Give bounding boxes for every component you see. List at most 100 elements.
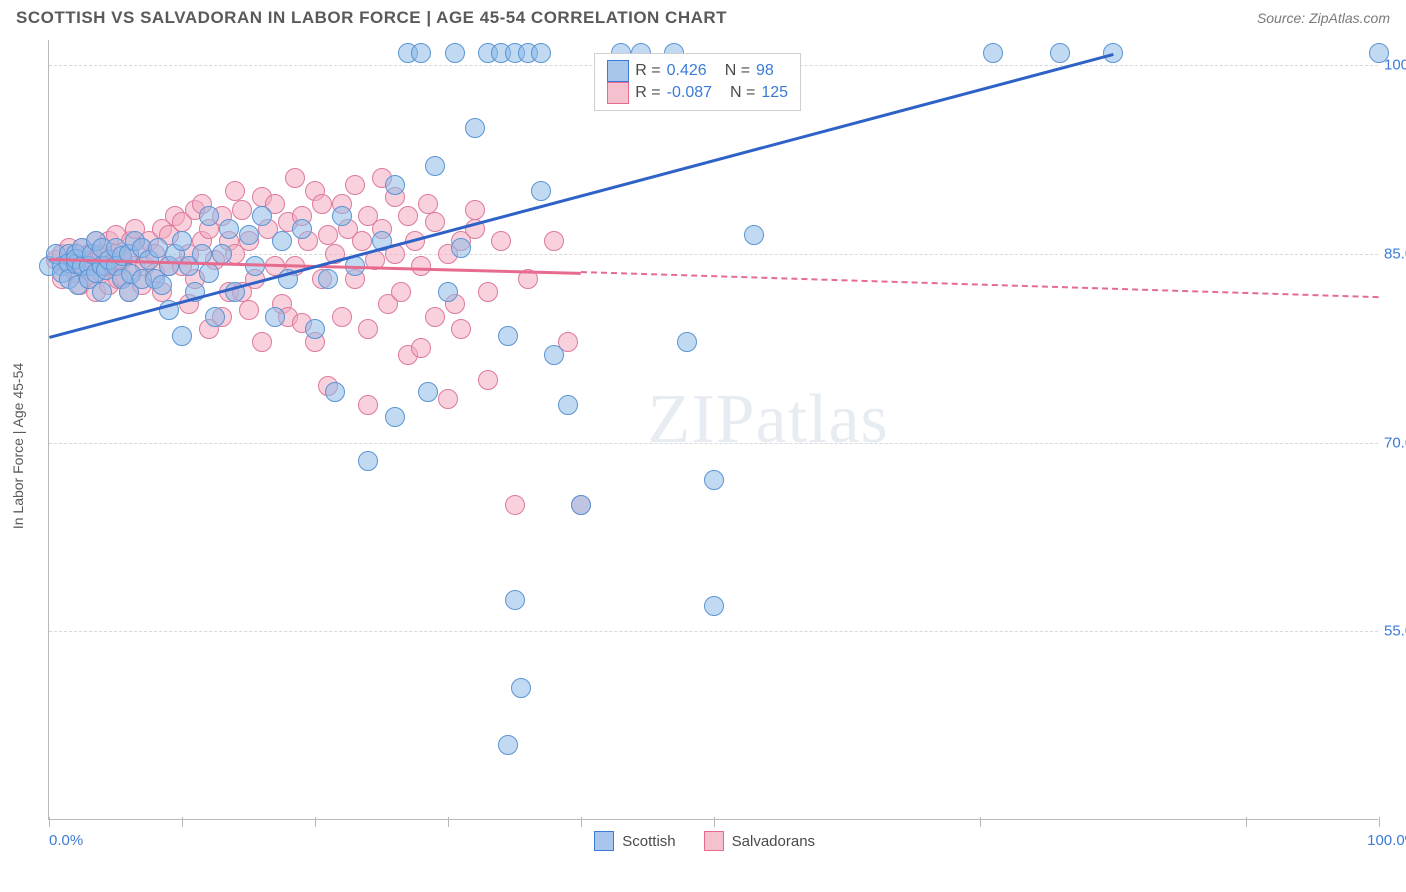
data-point-scottish — [239, 225, 259, 245]
n-value: 98 — [756, 62, 774, 80]
r-value: -0.087 — [667, 84, 712, 102]
data-point-scottish — [318, 269, 338, 289]
r-label: R = — [635, 62, 660, 80]
data-point-salvadorans — [465, 200, 485, 220]
x-axis-label-left: 0.0% — [49, 832, 83, 849]
data-point-salvadorans — [478, 282, 498, 302]
data-point-scottish — [704, 470, 724, 490]
chart-header: SCOTTISH VS SALVADORAN IN LABOR FORCE | … — [0, 0, 1406, 30]
data-point-salvadorans — [352, 231, 372, 251]
data-point-salvadorans — [425, 307, 445, 327]
data-point-scottish — [677, 332, 697, 352]
data-point-salvadorans — [358, 319, 378, 339]
data-point-scottish — [505, 590, 525, 610]
data-point-scottish — [272, 231, 292, 251]
data-point-scottish — [385, 407, 405, 427]
data-point-scottish — [425, 156, 445, 176]
gridline — [49, 631, 1378, 632]
data-point-scottish — [571, 495, 591, 515]
data-point-scottish — [451, 238, 471, 258]
data-point-scottish — [385, 175, 405, 195]
y-tick-label: 85.0% — [1384, 245, 1406, 262]
data-point-scottish — [531, 181, 551, 201]
legend-swatch — [594, 831, 614, 851]
x-tick — [581, 817, 582, 827]
watermark-light: atlas — [756, 381, 889, 458]
series-legend: Scottish Salvadorans — [594, 831, 815, 851]
data-point-scottish — [332, 206, 352, 226]
trend-line — [581, 271, 1379, 298]
data-point-salvadorans — [252, 332, 272, 352]
n-value: 125 — [761, 84, 788, 102]
data-point-salvadorans — [332, 307, 352, 327]
x-tick — [1379, 817, 1380, 827]
data-point-scottish — [199, 263, 219, 283]
n-label: N = — [730, 84, 755, 102]
data-point-salvadorans — [398, 206, 418, 226]
data-point-scottish — [531, 43, 551, 63]
legend-row: R = 0.426 N = 98 — [607, 60, 788, 82]
data-point-salvadorans — [411, 338, 431, 358]
r-value: 0.426 — [667, 62, 707, 80]
legend-swatch — [607, 60, 629, 82]
data-point-scottish — [498, 326, 518, 346]
data-point-scottish — [172, 326, 192, 346]
data-point-scottish — [252, 206, 272, 226]
data-point-salvadorans — [505, 495, 525, 515]
data-point-salvadorans — [345, 175, 365, 195]
data-point-salvadorans — [491, 231, 511, 251]
data-point-salvadorans — [425, 212, 445, 232]
chart-title: SCOTTISH VS SALVADORAN IN LABOR FORCE | … — [16, 8, 727, 28]
legend-swatch — [704, 831, 724, 851]
data-point-scottish — [744, 225, 764, 245]
x-tick — [315, 817, 316, 827]
data-point-scottish — [1050, 43, 1070, 63]
x-tick — [49, 817, 50, 827]
correlation-legend: R = 0.426 N = 98 R = -0.087 N = 125 — [594, 53, 801, 111]
y-tick-label: 100.0% — [1384, 57, 1406, 74]
data-point-scottish — [358, 451, 378, 471]
legend-row: R = -0.087 N = 125 — [607, 82, 788, 104]
series-label: Salvadorans — [732, 833, 815, 850]
data-point-salvadorans — [418, 194, 438, 214]
gridline — [49, 254, 1378, 255]
scatter-plot-area: ZIPatlas 55.0%70.0%85.0%100.0%0.0%100.0%… — [48, 40, 1378, 820]
data-point-scottish — [418, 382, 438, 402]
data-point-scottish — [92, 282, 112, 302]
n-label: N = — [725, 62, 750, 80]
data-point-scottish — [983, 43, 1003, 63]
data-point-scottish — [305, 319, 325, 339]
data-point-salvadorans — [411, 256, 431, 276]
data-point-scottish — [1369, 43, 1389, 63]
x-tick — [1246, 817, 1247, 827]
data-point-scottish — [438, 282, 458, 302]
x-tick — [980, 817, 981, 827]
data-point-scottish — [544, 345, 564, 365]
series-label: Scottish — [622, 833, 675, 850]
y-axis-title: In Labor Force | Age 45-54 — [10, 363, 26, 529]
data-point-scottish — [704, 596, 724, 616]
watermark: ZIPatlas — [648, 380, 889, 460]
data-point-scottish — [205, 307, 225, 327]
y-tick-label: 55.0% — [1384, 623, 1406, 640]
watermark-bold: ZIP — [648, 381, 756, 458]
data-point-salvadorans — [225, 181, 245, 201]
data-point-salvadorans — [285, 168, 305, 188]
data-point-scottish — [219, 219, 239, 239]
data-point-scottish — [325, 382, 345, 402]
x-tick — [714, 817, 715, 827]
data-point-scottish — [411, 43, 431, 63]
data-point-salvadorans — [239, 300, 259, 320]
series-legend-item: Salvadorans — [704, 831, 815, 851]
y-tick-label: 70.0% — [1384, 434, 1406, 451]
data-point-scottish — [292, 219, 312, 239]
x-tick — [182, 817, 183, 827]
data-point-scottish — [511, 678, 531, 698]
data-point-salvadorans — [478, 370, 498, 390]
data-point-scottish — [558, 395, 578, 415]
data-point-scottish — [152, 275, 172, 295]
r-label: R = — [635, 84, 660, 102]
data-point-salvadorans — [318, 225, 338, 245]
data-point-scottish — [212, 244, 232, 264]
data-point-salvadorans — [391, 282, 411, 302]
